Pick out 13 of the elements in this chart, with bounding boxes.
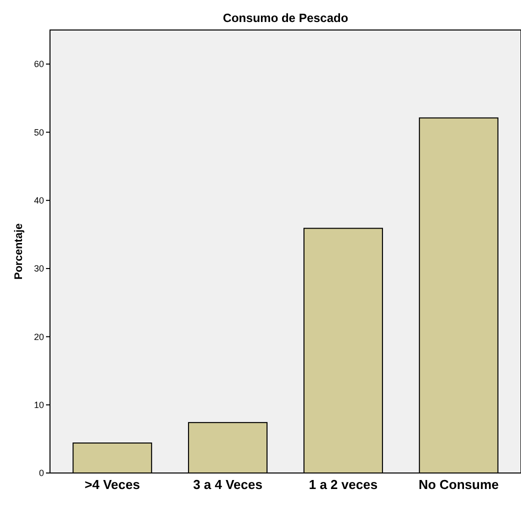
y-tick-label: 40 [34, 196, 44, 206]
y-tick-label: 50 [34, 127, 44, 138]
y-tick-label: 60 [34, 59, 44, 70]
y-tick-label: 0 [38, 468, 44, 478]
y-tick-label: 30 [34, 264, 44, 274]
chart-title: Consumo de Pescado [222, 11, 348, 25]
x-tick-label: No Consume [418, 477, 499, 492]
x-tick-label: 1 a 2 veces [308, 477, 378, 492]
y-tick-label: 10 [34, 400, 44, 410]
x-tick-label: >4 Veces [84, 477, 140, 492]
y-tick-label: 20 [34, 332, 44, 342]
x-tick-label: 3 a 4 Veces [193, 477, 262, 492]
y-axis-title: Porcentaje [13, 223, 25, 280]
